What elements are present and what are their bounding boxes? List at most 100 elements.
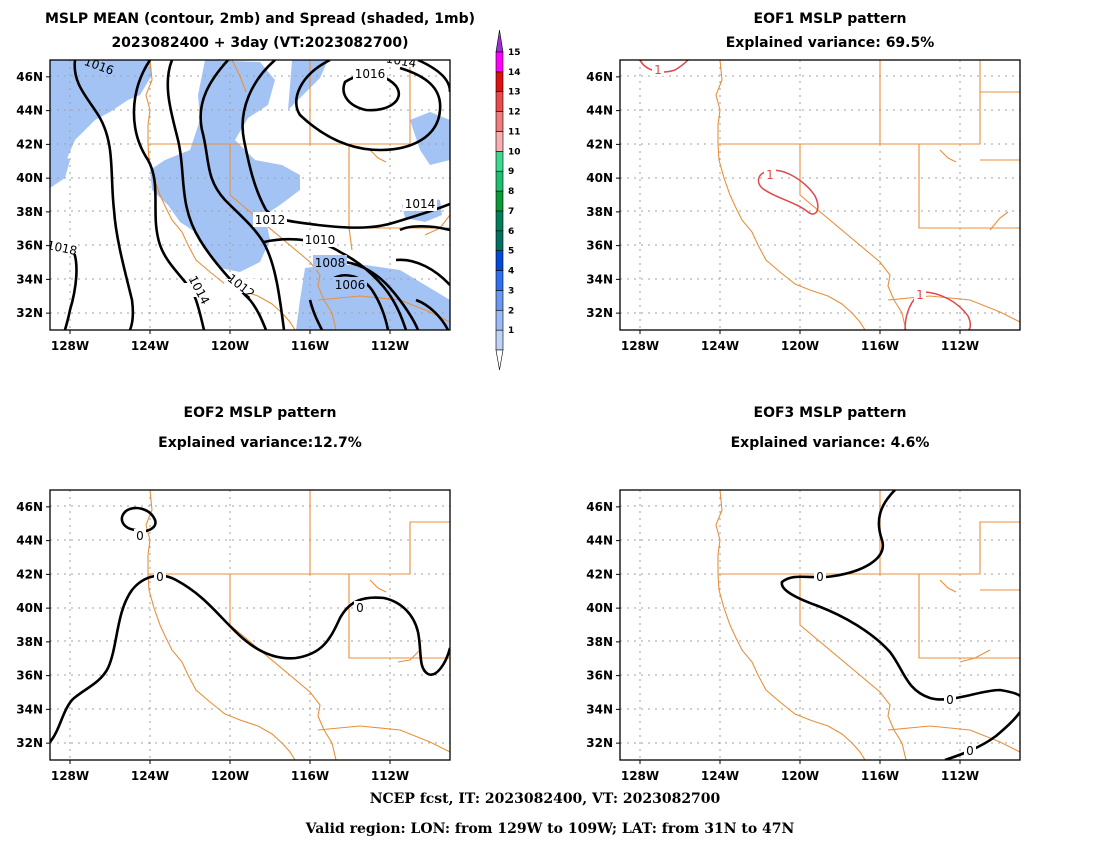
panel4-map: 0 0 0 128W 124W 120W 116W 112W 32N 34N 36N 38N 40… [586, 489, 1021, 783]
contour-label-1008: 1008 [313, 255, 347, 270]
panel1-frame [49, 59, 451, 331]
eof1-label-north: 1 [652, 63, 664, 77]
panel2-subtitle: Explained variance: 69.5% [726, 35, 935, 51]
x-tick-label: 116W [291, 769, 329, 783]
panel2-grid [620, 60, 1020, 330]
panel2-frame [619, 59, 1021, 331]
x-tick-label: 128W [51, 769, 89, 783]
eof3-label-north: 0 [814, 570, 826, 584]
y-tick-label: 38N [586, 205, 613, 219]
contour-label-1014-east: 1014 [403, 196, 437, 211]
y-tick-label: 40N [586, 171, 613, 185]
panel4-frame [619, 489, 1021, 761]
svg-text:1006: 1006 [335, 278, 366, 292]
panel4-coastline [715, 490, 1020, 760]
colorbar-label: 13 [508, 88, 521, 98]
x-tick-label: 116W [861, 769, 899, 783]
colorbar-label: 5 [508, 247, 514, 257]
colorbar-cell [495, 230, 504, 251]
colorbar-cell [495, 190, 504, 212]
panel2-axes: 128W 124W 120W 116W 112W 32N 34N 36N 38N 40N 42N 44… [586, 70, 979, 353]
contour-label-1012-sw: 1012 [224, 271, 258, 301]
y-tick-label: 38N [16, 205, 43, 219]
y-tick-label: 40N [586, 601, 613, 615]
panel4-title: EOF3 MSLP pattern [754, 405, 907, 421]
x-tick-label: 112W [371, 769, 409, 783]
panel1-subtitle: 2023082400 + 3day (VT:2023082700) [111, 35, 408, 51]
y-tick-label: 44N [16, 534, 43, 548]
y-tick-label: 38N [16, 635, 43, 649]
colorbar-cell [495, 309, 504, 331]
colorbar-label: 3 [508, 286, 514, 296]
svg-text:1: 1 [916, 288, 924, 302]
panel3-title: EOF2 MSLP pattern [184, 405, 337, 421]
colorbar-label: 7 [508, 207, 514, 217]
eof1-label-south: 1 [914, 288, 926, 302]
svg-text:1: 1 [766, 168, 774, 182]
y-tick-label: 34N [16, 702, 43, 716]
panel4-contour-labels: 0 0 0 [814, 570, 976, 758]
colorbar-cell [495, 71, 504, 93]
colorbar-top-triangle [495, 29, 504, 53]
colorbar-cell [495, 270, 504, 291]
x-tick-label: 112W [941, 769, 979, 783]
panel3-map: 0 0 0 128W 124W 120W 116W 112W 32N 34N 36N 38N 40… [16, 489, 451, 783]
svg-text:1014: 1014 [405, 197, 436, 211]
colorbar-cell [495, 290, 504, 311]
y-tick-label: 44N [586, 104, 613, 118]
svg-text:1018: 1018 [46, 238, 79, 258]
svg-text:0: 0 [966, 744, 974, 758]
y-tick-label: 34N [586, 702, 613, 716]
contour-label-1018: 1018 [46, 238, 79, 258]
y-tick-label: 36N [16, 239, 43, 253]
svg-text:0: 0 [946, 693, 954, 707]
colorbar-cell [495, 131, 504, 152]
colorbar-label: 9 [508, 167, 514, 177]
eof2-contours [50, 506, 450, 743]
eof3-label-south: 0 [964, 744, 976, 758]
colorbar-cell [495, 170, 504, 192]
panel3-grid [50, 490, 450, 760]
colorbar-cell [495, 250, 504, 271]
panel1-map: 1016 1016 1014 1014 1012 1010 1008 1006 … [16, 51, 451, 353]
y-tick-label: 42N [586, 137, 613, 151]
panel2-coastline [715, 60, 1020, 330]
y-tick-label: 34N [16, 272, 43, 286]
svg-text:1016: 1016 [355, 67, 386, 81]
colorbar-label: 10 [508, 147, 521, 157]
x-tick-label: 124W [131, 339, 169, 353]
y-tick-label: 46N [586, 70, 613, 84]
contour-label-1012-center: 1012 [253, 212, 287, 227]
y-tick-label: 32N [16, 736, 43, 750]
svg-text:1010: 1010 [305, 233, 336, 247]
y-tick-label: 38N [586, 635, 613, 649]
colorbar-cell [495, 51, 504, 73]
y-tick-label: 46N [586, 500, 613, 514]
eof2-label-east: 0 [354, 601, 366, 615]
panel2-title: EOF1 MSLP pattern [754, 11, 907, 27]
colorbar-label: 2 [508, 306, 514, 316]
svg-text:1: 1 [654, 63, 662, 77]
colorbar-bottom-triangle [495, 349, 504, 371]
colorbar-label: 1 [508, 326, 514, 336]
panel1-title: MSLP MEAN (contour, 2mb) and Spread (sha… [45, 11, 475, 27]
panel4-grid [620, 490, 1020, 760]
y-tick-label: 46N [16, 500, 43, 514]
panel3-frame [49, 489, 451, 761]
colorbar-label: 4 [508, 267, 514, 277]
svg-text:1014: 1014 [385, 51, 418, 70]
colorbar-label: 11 [508, 127, 521, 137]
spread-shading [50, 60, 450, 330]
y-tick-label: 42N [16, 567, 43, 581]
panel3-coastline [145, 490, 450, 760]
x-tick-label: 128W [621, 339, 659, 353]
colorbar-cell [495, 151, 504, 172]
eof1-label-center: 1 [764, 168, 776, 182]
y-tick-label: 36N [586, 239, 613, 253]
colorbar-label: 12 [508, 108, 521, 118]
y-tick-label: 36N [16, 669, 43, 683]
footer-valid-region: Valid region: LON: from 129W to 109W; LA… [305, 821, 795, 837]
x-tick-label: 116W [291, 339, 329, 353]
y-tick-label: 36N [586, 669, 613, 683]
panel1-axes: 128W 124W 120W 116W 112W 32N 34N 36N 38N 40N 42N 44… [16, 70, 409, 353]
